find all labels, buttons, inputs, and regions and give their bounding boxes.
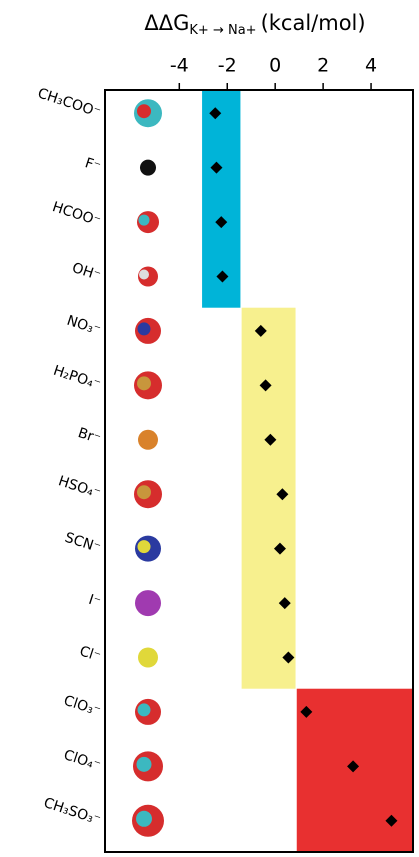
data-point [276,488,289,501]
data-point [210,161,223,174]
data-point [347,760,360,773]
axis-title: ΔΔGK+ → Na+ (kcal/mol) [144,11,365,38]
x-tick-label: 4 [365,55,377,77]
molecule-icon [138,429,158,450]
data-point [282,651,295,664]
molecule-icon [137,376,151,391]
y-tick-label: ClO₃⁻ [62,693,103,720]
axis-title-main: ΔΔG [144,11,189,35]
molecule-icon [136,810,152,827]
y-tick-label: Br⁻ [76,425,103,447]
axis-title-unit: (kcal/mol) [261,11,366,35]
data-point [259,379,272,392]
category-band [241,307,296,689]
molecule-icon [136,756,152,772]
molecule-icon [135,590,161,617]
plot-frame [104,89,414,853]
molecule-icon [137,703,151,717]
y-tick-label: OH⁻ [70,260,102,284]
data-point [385,814,398,827]
data-point [216,270,229,283]
data-point [278,597,291,610]
data-point [215,216,228,229]
data-point [264,433,277,446]
molecule-icon [138,647,158,668]
data-point [254,324,267,337]
x-tick-label: -4 [170,55,189,77]
molecule-icon [137,104,151,119]
molecule-icon [137,322,151,336]
y-tick-label: CH₃COO⁻ [36,85,103,120]
y-tick-label: NO₃⁻ [65,313,103,339]
molecule-icon [137,485,151,500]
x-tick-label: 0 [269,55,281,77]
y-tick-label: I⁻ [87,592,103,611]
y-tick-label: SCN⁻ [63,530,103,557]
category-band [202,90,241,308]
molecule-icon [137,540,151,554]
y-tick-label: HSO₄⁻ [56,473,102,502]
y-tick-label: CH₃SO₃⁻ [42,795,103,828]
axis-title-sub: K+ → Na+ [189,23,256,38]
molecule-icon [138,214,150,226]
data-point [273,542,286,555]
x-tick-label: -2 [218,55,237,77]
y-tick-label: H₂PO₄⁻ [51,363,102,393]
molecule-icon [140,159,156,176]
x-tick-label: 2 [317,55,329,77]
data-point [300,705,313,718]
y-tick-label: HCOO⁻ [50,199,102,230]
molecule-icon [139,269,149,280]
y-tick-label: Cl⁻ [77,643,102,665]
data-point [209,107,222,120]
y-tick-label: F⁻ [83,155,103,175]
y-tick-label: ClO₄⁻ [62,747,103,774]
